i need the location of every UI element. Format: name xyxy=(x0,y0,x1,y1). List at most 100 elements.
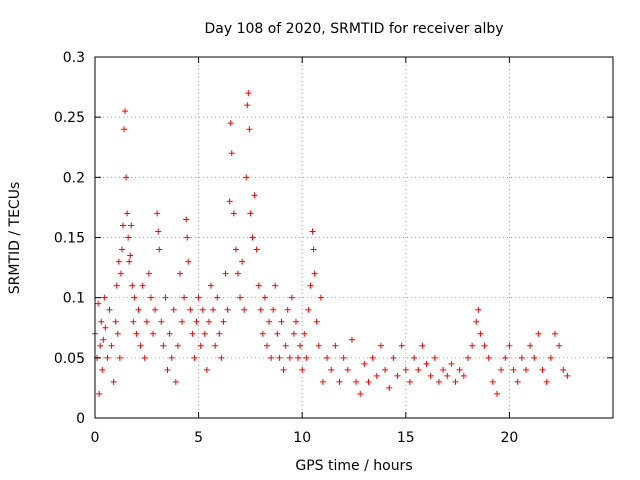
data-point xyxy=(452,378,459,385)
data-point xyxy=(423,360,430,367)
data-point xyxy=(514,378,521,385)
data-point xyxy=(117,270,124,277)
data-point xyxy=(272,282,279,289)
data-point xyxy=(210,306,217,313)
data-point xyxy=(506,342,513,349)
data-point xyxy=(133,330,140,337)
data-point xyxy=(276,354,283,361)
data-point xyxy=(162,294,169,301)
data-point xyxy=(307,282,314,289)
data-point xyxy=(310,246,317,253)
data-point xyxy=(297,342,304,349)
data-point xyxy=(112,318,119,325)
data-point xyxy=(280,366,287,373)
data-point xyxy=(168,354,175,361)
data-point xyxy=(147,294,154,301)
data-point xyxy=(174,342,181,349)
data-point xyxy=(191,354,198,361)
data-point xyxy=(270,306,277,313)
data-point xyxy=(319,378,326,385)
data-point xyxy=(119,222,126,229)
data-point xyxy=(427,372,434,379)
data-point xyxy=(216,330,223,337)
grid xyxy=(95,57,613,418)
x-axis-title: GPS time / hours xyxy=(295,458,412,474)
data-point xyxy=(261,294,268,301)
data-point xyxy=(124,210,131,217)
data-point xyxy=(493,390,500,397)
data-point xyxy=(489,378,496,385)
data-point xyxy=(155,228,162,235)
data-point xyxy=(121,126,128,133)
data-point xyxy=(220,318,227,325)
data-point xyxy=(227,120,234,127)
y-tick-label: 0.2 xyxy=(63,170,85,186)
data-point xyxy=(390,354,397,361)
data-point xyxy=(259,330,266,337)
data-point xyxy=(183,216,190,223)
data-point xyxy=(139,282,146,289)
data-point xyxy=(208,282,215,289)
data-point xyxy=(137,342,144,349)
data-point xyxy=(477,330,484,337)
y-tick-label: 0.25 xyxy=(54,110,85,126)
x-tick-label: 10 xyxy=(293,430,311,446)
data-point xyxy=(365,378,372,385)
data-point xyxy=(282,342,289,349)
data-point xyxy=(435,378,442,385)
data-point xyxy=(197,342,204,349)
data-point xyxy=(313,318,320,325)
data-point xyxy=(222,270,229,277)
data-point xyxy=(290,330,297,337)
data-point xyxy=(444,372,451,379)
y-tick-label: 0.1 xyxy=(63,291,85,307)
axis-ticks xyxy=(94,56,613,419)
data-point xyxy=(201,330,208,337)
data-point xyxy=(166,330,173,337)
data-point xyxy=(398,342,405,349)
data-point xyxy=(510,366,517,373)
data-point xyxy=(130,318,137,325)
data-point xyxy=(263,342,270,349)
data-point xyxy=(189,330,196,337)
data-point xyxy=(406,378,413,385)
data-point xyxy=(102,324,109,331)
data-point xyxy=(361,360,368,367)
data-point xyxy=(278,318,285,325)
data-point xyxy=(145,270,152,277)
data-point xyxy=(158,318,165,325)
y-tick-label: 0.15 xyxy=(54,231,85,247)
data-point xyxy=(100,336,107,343)
data-point xyxy=(301,330,308,337)
data-point xyxy=(464,354,471,361)
data-point xyxy=(218,354,225,361)
data-point xyxy=(324,354,331,361)
data-point xyxy=(247,210,254,217)
data-point xyxy=(274,330,281,337)
data-point xyxy=(244,102,251,109)
data-point xyxy=(96,390,103,397)
data-point xyxy=(187,306,194,313)
data-point xyxy=(253,246,260,253)
data-point xyxy=(99,366,106,373)
data-point xyxy=(547,354,554,361)
data-point xyxy=(241,306,248,313)
data-point xyxy=(154,210,161,217)
data-point xyxy=(106,306,113,313)
data-point xyxy=(226,198,233,205)
data-point xyxy=(123,174,130,181)
data-point xyxy=(118,246,125,253)
data-point xyxy=(214,294,221,301)
data-point xyxy=(95,300,102,307)
data-point xyxy=(560,366,567,373)
data-point xyxy=(369,354,376,361)
data-point xyxy=(284,306,291,313)
data-point xyxy=(295,354,302,361)
data-point xyxy=(110,378,117,385)
data-point xyxy=(353,378,360,385)
data-point xyxy=(382,366,389,373)
data-point xyxy=(185,258,192,265)
data-point xyxy=(224,306,231,313)
data-point xyxy=(328,366,335,373)
x-tick-label: 20 xyxy=(500,430,518,446)
